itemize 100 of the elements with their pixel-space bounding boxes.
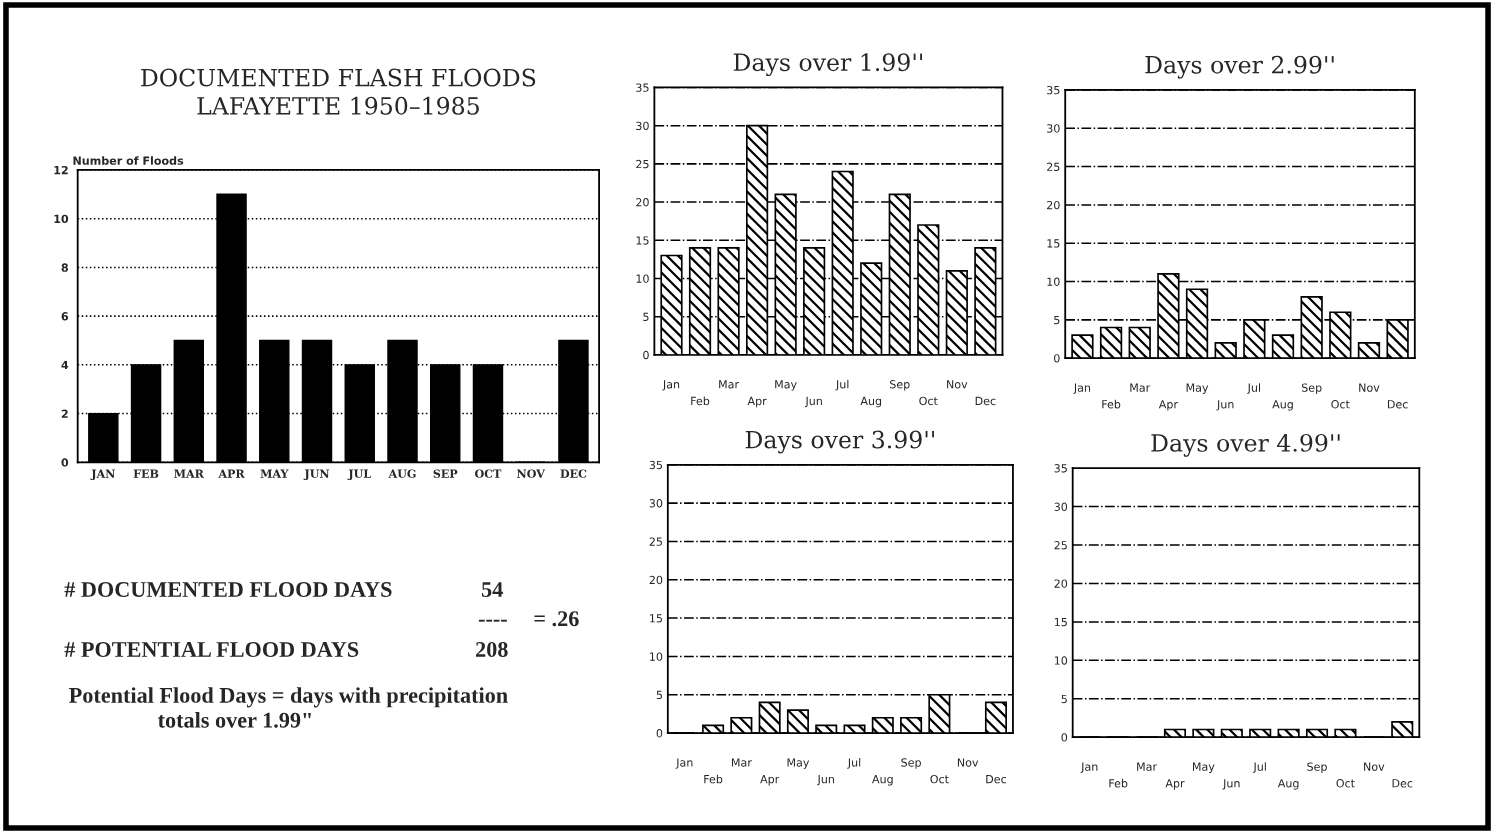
x-tick-label: Oct — [1331, 400, 1350, 409]
x-tick-label: AUG — [388, 469, 416, 478]
y-tick-label: 20 — [636, 198, 649, 207]
y-tick-label: 35 — [636, 83, 649, 92]
x-tick-label: Nov — [947, 380, 968, 389]
text: Potential Flood Days = days with precipitation totals over 1.99" — [69, 687, 508, 728]
x-tick-label: Oct — [1336, 779, 1355, 788]
x-tick-label: OCT — [475, 469, 502, 478]
y-tick-label: 15 — [1047, 239, 1060, 248]
y-tick-label: 25 — [1054, 540, 1067, 550]
y-tick-label: 6 — [61, 312, 69, 321]
y-tick-label: 8 — [61, 263, 68, 272]
x-tick-label: NOV — [517, 469, 545, 478]
x-tick-label: Jul — [847, 758, 861, 769]
x-tick-label: FEB — [133, 469, 159, 478]
x-tick-label: Sep — [1307, 762, 1327, 773]
x-tick-label: Nov — [1359, 383, 1380, 392]
x-tick-label: Nov — [1364, 762, 1385, 771]
y-tick-label: 20 — [649, 575, 663, 585]
x-tick-label: Feb — [1109, 778, 1128, 788]
y-tick-label: 4 — [61, 360, 69, 370]
x-tick-label: Jan — [1073, 383, 1091, 394]
y-tick-label: 2 — [61, 409, 68, 418]
x-tick-label: May — [1186, 383, 1209, 394]
y-tick-label: 5 — [1061, 694, 1067, 704]
y-tick-label: 10 — [54, 214, 69, 224]
text: = .26 — [534, 611, 579, 627]
x-tick-label: JUN — [303, 469, 330, 481]
y-tick-label: 30 — [649, 499, 663, 508]
x-tick-label: May — [775, 380, 797, 391]
y-tick-label: 10 — [650, 652, 663, 661]
x-tick-label: Apr — [1165, 779, 1185, 790]
text: 208 — [476, 641, 508, 657]
chart-title: Days over 2.99'' — [1145, 55, 1334, 79]
x-tick-label: Aug — [860, 396, 882, 408]
x-tick-label: Oct — [930, 774, 949, 784]
x-tick-label: Apr — [1158, 400, 1178, 411]
y-tick-label: 5 — [1054, 315, 1060, 325]
x-tick-label: Feb — [704, 774, 723, 784]
x-tick-label: Sep — [901, 758, 921, 769]
x-tick-label: Jun — [804, 396, 822, 408]
x-tick-label: Mar — [731, 758, 752, 767]
y-tick-label: 25 — [636, 159, 649, 169]
chart-title: Days over 4.99'' — [1151, 433, 1340, 457]
y-tick-label: 5 — [643, 312, 649, 322]
y-tick-label: 30 — [1047, 124, 1060, 133]
y-tick-label: 12 — [54, 165, 68, 175]
x-tick-label: Jun — [816, 775, 834, 786]
x-tick-label: Mar — [1130, 383, 1151, 392]
y-tick-label: 0 — [643, 350, 649, 360]
x-tick-label: Jun — [1222, 779, 1240, 790]
x-tick-label: Jan — [675, 758, 693, 769]
x-tick-label: Jun — [1216, 400, 1234, 411]
y-tick-label: 0 — [61, 458, 69, 467]
y-tick-label: 30 — [636, 121, 649, 131]
text: # POTENTIAL FLOOD DAYS — [64, 642, 359, 657]
text: ---- — [478, 619, 507, 622]
x-tick-label: Dec — [1392, 779, 1413, 788]
x-tick-label: Apr — [747, 396, 767, 408]
y-tick-label: 15 — [636, 236, 649, 245]
y-tick-label: 15 — [650, 614, 662, 623]
y-tick-label: 0 — [1054, 354, 1060, 363]
x-tick-label: Jan — [1080, 762, 1098, 773]
x-tick-label: Apr — [760, 775, 780, 786]
y-tick-label: 20 — [1047, 200, 1060, 210]
x-tick-label: May — [1192, 762, 1215, 773]
x-tick-label: Jan — [662, 380, 680, 391]
x-tick-label: Dec — [975, 396, 996, 406]
x-tick-label: Feb — [691, 396, 710, 406]
x-tick-label: Mar — [1137, 762, 1158, 771]
x-tick-label: Jul — [1252, 762, 1266, 773]
y-tick-label: 10 — [1054, 656, 1068, 665]
x-tick-label: Sep — [1301, 383, 1322, 394]
y-tick-label: 0 — [656, 729, 663, 738]
x-tick-label: May — [787, 758, 810, 769]
x-tick-label: MAY — [260, 469, 289, 478]
y-tick-label: 35 — [1054, 464, 1067, 473]
y-tick-label: 25 — [1047, 162, 1060, 171]
x-tick-label: Oct — [919, 396, 938, 406]
x-tick-label: Sep — [890, 380, 910, 391]
y-tick-label: 25 — [649, 537, 662, 546]
text: # DOCUMENTED FLOOD DAYS — [64, 582, 392, 597]
y-tick-label: 10 — [1047, 277, 1060, 286]
chart-title: Days over 1.99'' — [733, 53, 922, 77]
x-tick-label: MAR — [174, 469, 204, 478]
x-tick-label: Aug — [872, 775, 893, 786]
x-tick-label: Mar — [719, 380, 740, 389]
y-axis-title: Number of Floods — [73, 156, 184, 165]
x-tick-label: Feb — [1102, 399, 1121, 409]
x-tick-label: JUL — [347, 469, 371, 481]
x-tick-label: APR — [218, 469, 245, 478]
y-tick-label: 30 — [1054, 502, 1068, 511]
x-tick-label: Dec — [1387, 400, 1408, 409]
chart-title: DOCUMENTED FLASH FLOODS LAFAYETTE 1950–1985 — [141, 68, 536, 115]
y-tick-label: 10 — [636, 274, 649, 283]
x-tick-label: DEC — [560, 469, 587, 478]
x-tick-label: Jul — [835, 379, 849, 391]
x-tick-label: Jul — [1247, 383, 1261, 394]
x-tick-label: Nov — [957, 758, 979, 767]
x-tick-label: SEP — [433, 469, 458, 478]
